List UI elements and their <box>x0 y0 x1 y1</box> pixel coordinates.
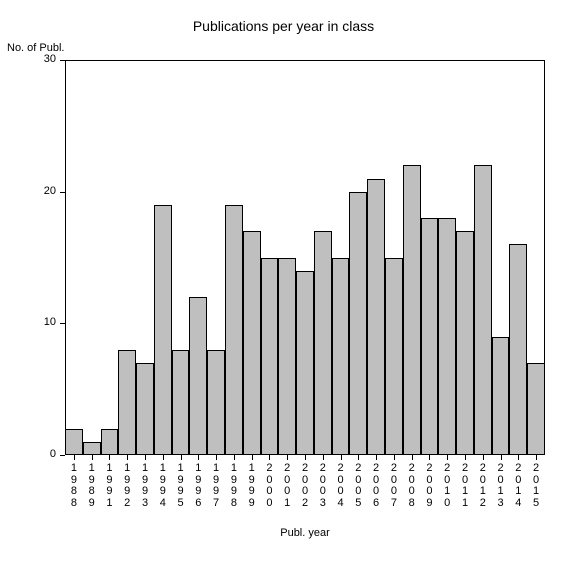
x-tick <box>198 455 199 460</box>
y-tick <box>60 455 65 456</box>
x-tick-label: 1989 <box>86 463 98 509</box>
bar <box>421 218 439 455</box>
y-tick <box>60 192 65 193</box>
bar <box>509 244 527 455</box>
bar <box>438 218 456 455</box>
x-tick <box>447 455 448 460</box>
bar <box>83 442 101 455</box>
x-tick-label: 2011 <box>459 463 471 509</box>
bar <box>261 258 279 456</box>
x-tick <box>234 455 235 460</box>
x-tick <box>305 455 306 460</box>
x-tick <box>109 455 110 460</box>
x-axis-title: Publ. year <box>65 527 545 539</box>
x-tick <box>163 455 164 460</box>
x-tick <box>429 455 430 460</box>
x-tick-label: 1995 <box>175 463 187 509</box>
x-tick <box>216 455 217 460</box>
bar <box>207 350 225 455</box>
x-tick-label: 2014 <box>512 463 524 509</box>
x-tick-label: 1992 <box>121 463 133 509</box>
x-tick-label: 1996 <box>192 463 204 509</box>
bar <box>154 205 172 455</box>
x-tick-label: 2010 <box>441 463 453 509</box>
x-tick <box>74 455 75 460</box>
bar <box>65 429 83 455</box>
bar <box>278 258 296 456</box>
x-tick <box>358 455 359 460</box>
x-tick-label: 1999 <box>246 463 258 509</box>
bar <box>527 363 545 455</box>
bar <box>172 350 190 455</box>
bar <box>456 231 474 455</box>
x-tick <box>252 455 253 460</box>
y-tick <box>60 323 65 324</box>
bar <box>385 258 403 456</box>
x-tick <box>145 455 146 460</box>
y-tick-label: 30 <box>30 53 56 65</box>
y-tick-label: 20 <box>30 185 56 197</box>
x-tick-label: 2008 <box>406 463 418 509</box>
bar <box>403 165 421 455</box>
bar <box>314 231 332 455</box>
x-tick <box>269 455 270 460</box>
bar <box>243 231 261 455</box>
bar <box>474 165 492 455</box>
x-tick-label: 2005 <box>352 463 364 509</box>
x-tick <box>412 455 413 460</box>
bar <box>367 179 385 456</box>
x-tick-label: 1997 <box>210 463 222 509</box>
y-tick-label: 0 <box>30 448 56 460</box>
x-tick <box>465 455 466 460</box>
x-tick <box>536 455 537 460</box>
x-tick-label: 2006 <box>370 463 382 509</box>
x-tick-label: 1993 <box>139 463 151 509</box>
x-tick-label: 2015 <box>530 463 542 509</box>
x-tick <box>287 455 288 460</box>
x-tick <box>376 455 377 460</box>
x-tick <box>501 455 502 460</box>
x-tick <box>518 455 519 460</box>
x-tick <box>341 455 342 460</box>
x-tick-label: 1988 <box>68 463 80 509</box>
x-tick-label: 2004 <box>335 463 347 509</box>
x-tick-label: 1991 <box>103 463 115 509</box>
bar <box>136 363 154 455</box>
x-tick-label: 1994 <box>157 463 169 509</box>
x-tick <box>483 455 484 460</box>
y-tick-label: 10 <box>30 316 56 328</box>
bar <box>225 205 243 455</box>
x-tick-label: 2001 <box>281 463 293 509</box>
x-tick-label: 2009 <box>423 463 435 509</box>
bar <box>492 337 510 456</box>
chart-title: Publications per year in class <box>0 18 567 34</box>
x-tick-label: 2007 <box>388 463 400 509</box>
x-tick-label: 2002 <box>299 463 311 509</box>
bar <box>189 297 207 455</box>
x-tick-label: 1998 <box>228 463 240 509</box>
x-tick <box>127 455 128 460</box>
bar <box>332 258 350 456</box>
bar <box>296 271 314 455</box>
bar <box>101 429 119 455</box>
x-tick-label: 2013 <box>495 463 507 509</box>
x-tick <box>92 455 93 460</box>
x-tick-label: 2012 <box>477 463 489 509</box>
bar <box>118 350 136 455</box>
x-tick <box>323 455 324 460</box>
x-tick <box>181 455 182 460</box>
x-tick-label: 2003 <box>317 463 329 509</box>
publications-chart: Publications per year in class No. of Pu… <box>0 0 567 567</box>
bar <box>349 192 367 455</box>
x-tick <box>394 455 395 460</box>
y-tick <box>60 60 65 61</box>
x-tick-label: 2000 <box>263 463 275 509</box>
